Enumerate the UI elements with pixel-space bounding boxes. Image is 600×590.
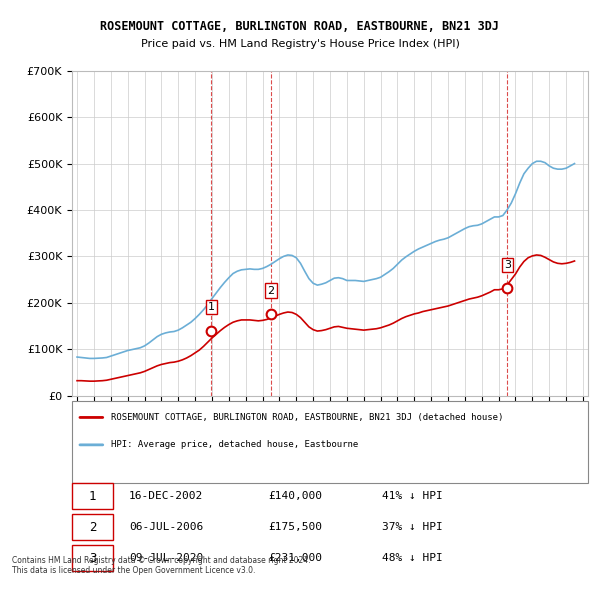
Text: 09-JUL-2020: 09-JUL-2020 [129, 553, 203, 563]
Text: HPI: Average price, detached house, Eastbourne: HPI: Average price, detached house, East… [110, 440, 358, 450]
Text: 1: 1 [89, 490, 97, 503]
Text: Contains HM Land Registry data © Crown copyright and database right 2024.
This d: Contains HM Land Registry data © Crown c… [12, 556, 311, 575]
Text: 2: 2 [268, 286, 275, 296]
Text: 06-JUL-2006: 06-JUL-2006 [129, 522, 203, 532]
Text: 3: 3 [504, 260, 511, 270]
FancyBboxPatch shape [72, 401, 588, 483]
Text: ROSEMOUNT COTTAGE, BURLINGTON ROAD, EASTBOURNE, BN21 3DJ (detached house): ROSEMOUNT COTTAGE, BURLINGTON ROAD, EAST… [110, 413, 503, 422]
Text: 3: 3 [89, 552, 97, 565]
FancyBboxPatch shape [72, 483, 113, 509]
Text: £231,000: £231,000 [268, 553, 322, 563]
Text: Price paid vs. HM Land Registry's House Price Index (HPI): Price paid vs. HM Land Registry's House … [140, 40, 460, 49]
Text: £140,000: £140,000 [268, 491, 322, 501]
FancyBboxPatch shape [72, 545, 113, 571]
Text: 37% ↓ HPI: 37% ↓ HPI [382, 522, 442, 532]
Text: 16-DEC-2002: 16-DEC-2002 [129, 491, 203, 501]
Text: £175,500: £175,500 [268, 522, 322, 532]
Text: 2: 2 [89, 520, 97, 533]
FancyBboxPatch shape [72, 514, 113, 540]
Text: 41% ↓ HPI: 41% ↓ HPI [382, 491, 442, 501]
Text: 48% ↓ HPI: 48% ↓ HPI [382, 553, 442, 563]
Text: 1: 1 [208, 302, 215, 312]
Text: ROSEMOUNT COTTAGE, BURLINGTON ROAD, EASTBOURNE, BN21 3DJ: ROSEMOUNT COTTAGE, BURLINGTON ROAD, EAST… [101, 20, 499, 33]
